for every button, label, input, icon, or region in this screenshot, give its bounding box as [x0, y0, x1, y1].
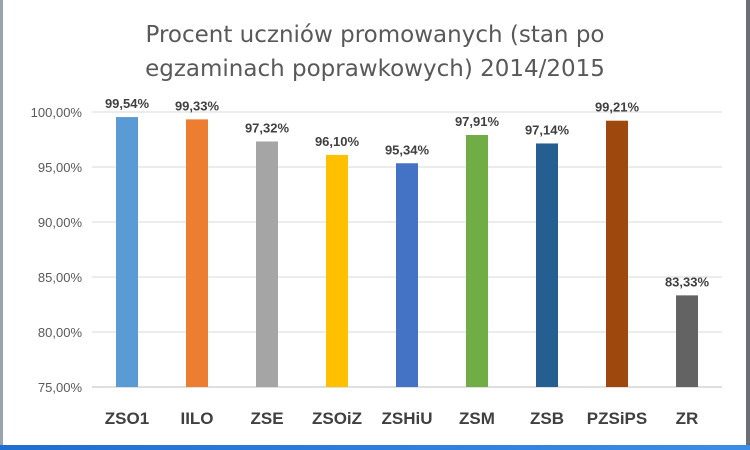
x-tick-label: IILO — [180, 409, 213, 428]
y-axis-ticks: 75,00% 80,00% 85,00% 90,00% 95,00% 100,00% — [31, 105, 83, 395]
value-label: 83,33% — [665, 274, 710, 289]
bar-zshiu — [396, 163, 418, 387]
bar-zso1 — [116, 117, 138, 387]
y-tick-label: 100,00% — [31, 105, 83, 120]
window-edge-bottom — [0, 445, 750, 450]
x-axis-labels: ZSO1 IILO ZSE ZSOiZ ZSHiU ZSM ZSB PZSiPS ZR — [105, 409, 699, 428]
bar-pzsips — [606, 120, 628, 387]
value-label: 99,33% — [175, 98, 220, 113]
x-tick-label: ZSHiU — [382, 409, 433, 428]
x-tick-label: ZR — [676, 409, 699, 428]
value-label: 99,21% — [595, 100, 640, 115]
chart-title-line-2: egzaminach poprawkowych) 2014/2015 — [145, 56, 605, 82]
x-tick-label: ZSO1 — [105, 409, 149, 428]
x-tick-label: PZSiPS — [587, 409, 647, 428]
value-labels: 99,54% 99,33% 97,32% 96,10% 95,34% 97,91% 97,1… — [105, 96, 710, 289]
chart-title-line-1: Procent uczniów promowanych (stan po — [145, 22, 605, 48]
value-label: 97,14% — [525, 122, 570, 137]
y-tick-label: 75,00% — [38, 380, 83, 395]
y-tick-label: 80,00% — [38, 325, 83, 340]
value-label: 97,91% — [455, 114, 500, 129]
window-edge-right — [746, 0, 750, 450]
chart-title: Procent uczniów promowanych (stan po egz… — [70, 18, 680, 86]
y-tick-label: 95,00% — [38, 160, 83, 175]
bar-zsm — [466, 134, 488, 387]
x-tick-label: ZSOiZ — [312, 409, 362, 428]
window-edge-left — [0, 0, 3, 450]
value-label: 97,32% — [245, 120, 290, 135]
bar-iilo — [186, 119, 208, 388]
bar-zr — [676, 295, 698, 387]
bars — [116, 117, 698, 388]
bar-zsoiz — [326, 154, 348, 387]
y-tick-label: 90,00% — [38, 215, 83, 230]
x-tick-label: ZSE — [250, 409, 283, 428]
y-tick-label: 85,00% — [38, 270, 83, 285]
bar-zsb — [536, 143, 558, 387]
value-label: 95,34% — [385, 142, 430, 157]
bar-zse — [256, 141, 278, 387]
value-label: 99,54% — [105, 96, 150, 111]
x-tick-label: ZSM — [459, 409, 495, 428]
x-tick-label: ZSB — [530, 409, 564, 428]
value-label: 96,10% — [315, 134, 360, 149]
